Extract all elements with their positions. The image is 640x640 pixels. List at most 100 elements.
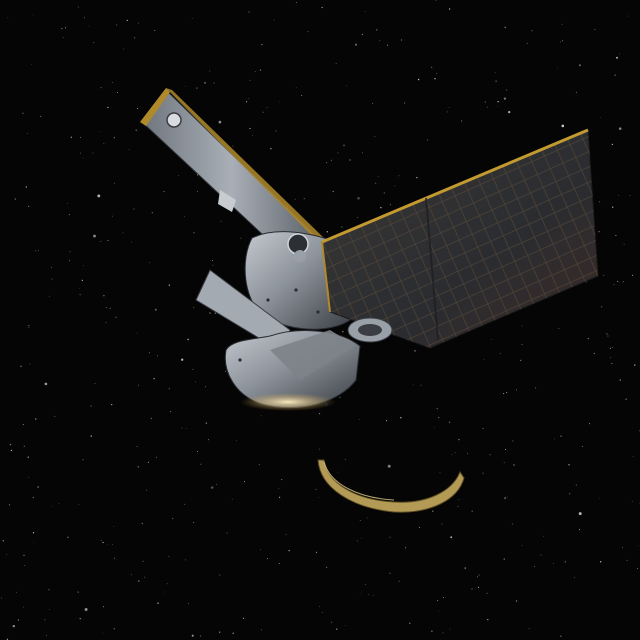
star	[252, 135, 253, 136]
star	[612, 347, 613, 348]
star	[443, 597, 444, 598]
star	[214, 83, 215, 84]
star	[82, 280, 83, 281]
star	[167, 583, 168, 584]
star	[15, 198, 16, 199]
star	[504, 497, 505, 498]
star	[13, 625, 15, 627]
star	[295, 199, 296, 200]
star	[345, 625, 346, 626]
star	[436, 73, 437, 74]
star	[346, 85, 347, 86]
star	[23, 607, 24, 608]
star	[355, 44, 357, 46]
star	[449, 8, 450, 9]
star	[495, 72, 496, 73]
star	[560, 435, 561, 436]
star	[219, 574, 220, 575]
star	[326, 567, 327, 568]
star	[32, 14, 33, 15]
star	[211, 486, 213, 488]
star	[88, 26, 89, 27]
star	[240, 238, 241, 239]
star	[152, 212, 153, 213]
star	[505, 27, 506, 28]
star	[615, 235, 616, 236]
star	[624, 244, 625, 245]
star	[316, 552, 317, 553]
star	[338, 472, 339, 473]
star	[603, 275, 604, 276]
star	[638, 546, 639, 547]
star	[267, 107, 268, 108]
star	[579, 512, 582, 515]
star	[610, 348, 611, 349]
star	[112, 544, 113, 545]
star	[31, 64, 32, 65]
star	[6, 554, 7, 555]
star	[181, 359, 183, 361]
star	[632, 275, 633, 276]
star	[599, 498, 600, 499]
star	[376, 29, 377, 30]
star	[516, 600, 517, 601]
star	[232, 499, 233, 500]
star	[133, 209, 134, 210]
star	[244, 481, 245, 482]
star	[163, 191, 164, 192]
star	[63, 37, 64, 38]
star	[619, 127, 622, 130]
star	[379, 40, 380, 41]
star	[195, 381, 196, 382]
star	[82, 459, 83, 460]
star	[532, 30, 533, 31]
star	[491, 339, 492, 340]
star	[208, 439, 209, 440]
star	[149, 352, 150, 353]
star	[442, 632, 443, 633]
star	[153, 378, 154, 379]
star	[413, 385, 414, 386]
star	[138, 23, 139, 24]
star	[233, 633, 234, 634]
star	[535, 387, 536, 388]
star	[485, 101, 486, 102]
star	[554, 439, 555, 440]
star	[419, 527, 420, 528]
star	[33, 542, 34, 543]
star	[137, 108, 138, 109]
star	[623, 281, 624, 282]
star	[431, 67, 432, 68]
star	[618, 195, 619, 196]
star	[504, 97, 506, 99]
star	[606, 333, 607, 334]
star	[620, 379, 621, 380]
star	[568, 464, 569, 465]
star	[331, 160, 332, 161]
star	[261, 630, 262, 631]
star	[279, 563, 280, 564]
star	[103, 143, 104, 144]
star	[600, 117, 601, 118]
star	[84, 17, 85, 18]
star	[206, 422, 207, 423]
star	[261, 415, 262, 416]
star	[16, 592, 17, 593]
star	[521, 325, 522, 326]
star	[117, 92, 118, 93]
star	[80, 153, 81, 154]
star	[610, 357, 611, 358]
star	[29, 363, 30, 364]
star	[192, 18, 193, 19]
star	[365, 584, 366, 585]
star	[362, 152, 363, 153]
star	[155, 309, 157, 311]
star	[503, 393, 504, 394]
star	[28, 327, 29, 328]
star	[156, 457, 157, 458]
star	[357, 197, 360, 200]
star	[170, 411, 171, 412]
star	[221, 221, 222, 222]
star	[579, 529, 580, 530]
star	[589, 423, 590, 424]
